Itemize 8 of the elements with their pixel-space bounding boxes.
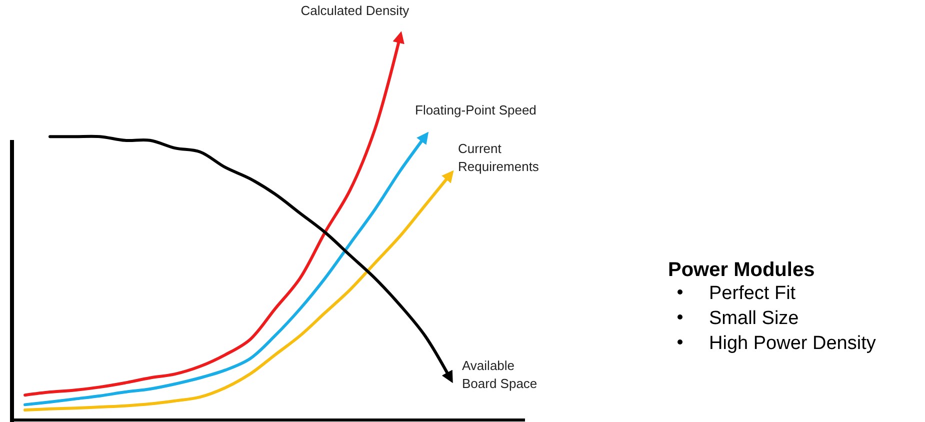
text: High Power Density [709,333,876,354]
text: Perfect Fit [709,283,796,304]
text: Power Modules [668,259,815,281]
series-label: Available Board Space [462,358,538,391]
series-label: Current Requirements [458,140,540,174]
series-label: Floating-Point Speed [415,102,536,118]
series-label: Calculated Density [300,3,410,18]
text: Small Size [709,308,799,329]
